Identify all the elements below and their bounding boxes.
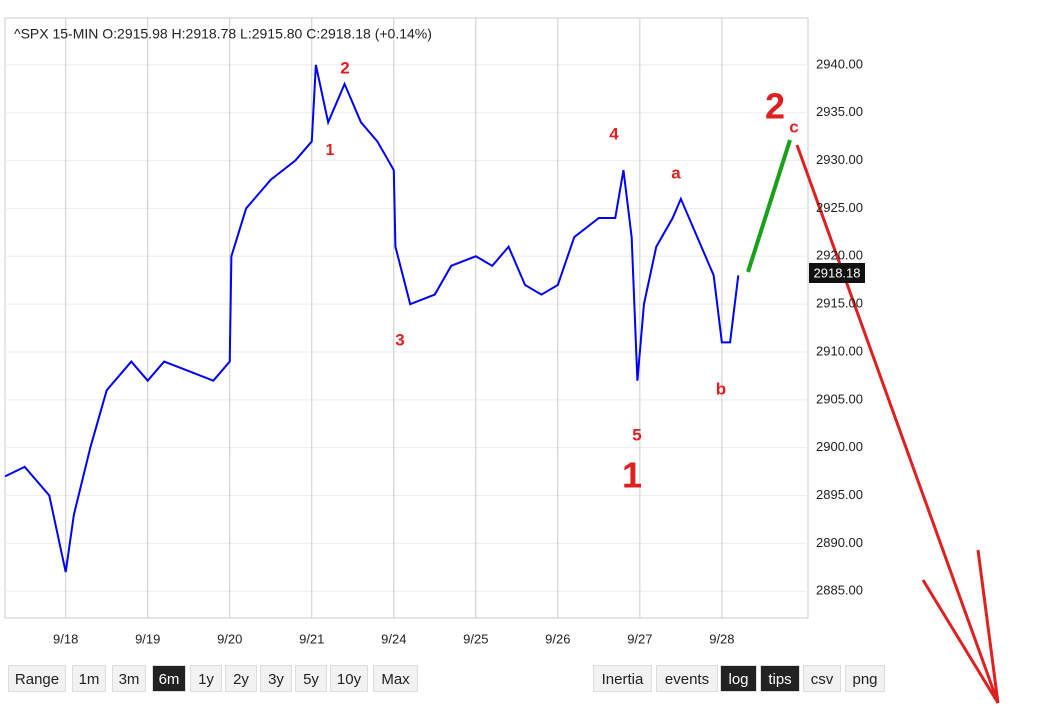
wave-label: 1 xyxy=(622,455,642,496)
y-tick-label: 2885.00 xyxy=(816,583,863,598)
y-tick-label: 2910.00 xyxy=(816,343,863,358)
y-tick-label: 2925.00 xyxy=(816,200,863,215)
price-tag-label: 2918.18 xyxy=(814,265,861,280)
y-tick-label: 2940.00 xyxy=(816,56,863,71)
chart-title: ^SPX 15-MIN O:2915.98 H:2918.78 L:2915.8… xyxy=(14,26,432,42)
wave-label: 4 xyxy=(609,124,619,143)
projection-line xyxy=(746,139,792,273)
wave-label: 3 xyxy=(395,330,404,349)
price-tag xyxy=(809,263,865,283)
wave-label: a xyxy=(671,163,681,182)
x-tick-label: 9/27 xyxy=(627,631,652,646)
y-tick-label: 2905.00 xyxy=(816,391,863,406)
x-tick-label: 9/25 xyxy=(463,631,488,646)
toolbar-button[interactable]: Range xyxy=(8,665,66,692)
toolbar-button[interactable]: csv xyxy=(803,665,841,692)
wave-label: b xyxy=(716,379,726,398)
arrow-head xyxy=(921,579,1000,704)
toolbar-button[interactable]: Max xyxy=(373,665,418,692)
toolbar-button[interactable]: png xyxy=(845,665,885,692)
y-tick-label: 2930.00 xyxy=(816,152,863,167)
y-tick-label: 2890.00 xyxy=(816,535,863,550)
projection-arrow xyxy=(795,144,1000,704)
toolbar-button[interactable]: 3m xyxy=(112,665,146,692)
plot-area xyxy=(4,17,809,619)
x-tick-label: 9/28 xyxy=(709,631,734,646)
x-tick-label: 9/21 xyxy=(299,631,324,646)
x-tick-label: 9/18 xyxy=(53,631,78,646)
price-line xyxy=(4,64,740,573)
x-tick-label: 9/24 xyxy=(381,631,406,646)
toolbar-button[interactable]: 10y xyxy=(330,665,368,692)
wave-label: 2 xyxy=(340,58,349,77)
toolbar-button[interactable]: Inertia xyxy=(593,665,652,692)
x-tick-label: 9/20 xyxy=(217,631,242,646)
y-tick-label: 2895.00 xyxy=(816,487,863,502)
x-tick-label: 9/26 xyxy=(545,631,570,646)
y-tick-label: 2915.00 xyxy=(816,296,863,311)
y-tick-label: 2935.00 xyxy=(816,104,863,119)
toolbar-button[interactable]: 1y xyxy=(190,665,222,692)
toolbar-button[interactable]: 3y xyxy=(260,665,292,692)
toolbar-button[interactable]: tips xyxy=(760,665,800,692)
y-tick-label: 2900.00 xyxy=(816,439,863,454)
toolbar-button[interactable]: log xyxy=(720,665,757,692)
wave-label: c xyxy=(789,117,798,136)
arrow-head xyxy=(976,549,1000,704)
toolbar-button[interactable]: 6m xyxy=(152,665,186,692)
wave-label: 2 xyxy=(765,86,785,127)
toolbar-button[interactable]: events xyxy=(656,665,718,692)
y-tick-label: 2920.00 xyxy=(816,248,863,263)
wave-label: 5 xyxy=(632,425,641,444)
x-tick-label: 9/19 xyxy=(135,631,160,646)
toolbar-button[interactable]: 1m xyxy=(72,665,106,692)
toolbar-button[interactable]: 2y xyxy=(225,665,257,692)
toolbar-button[interactable]: 5y xyxy=(295,665,327,692)
wave-label: 1 xyxy=(326,142,335,159)
